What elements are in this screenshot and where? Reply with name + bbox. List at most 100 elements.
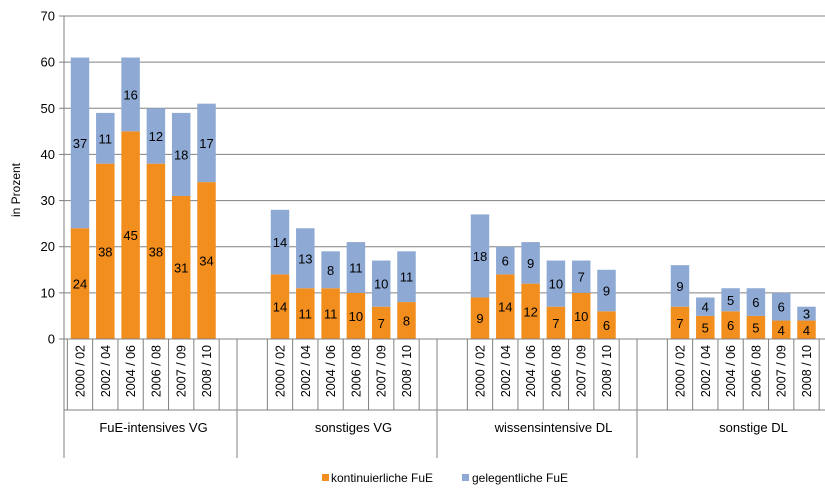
bar-kontinuierliche-fue — [746, 315, 766, 339]
bar-gelegentliche-fue — [696, 297, 715, 316]
data-label-gelegentliche-fue: 17 — [199, 136, 213, 151]
x-category-labels: 2000 / 02 2002 / 04 2004 / 06 2006 / 08 2007… — [74, 345, 815, 397]
data-label-kontinuierliche-fue: 24 — [73, 277, 87, 292]
data-label-gelegentliche-fue: 8 — [327, 263, 334, 278]
bar-gelegentliche-fue — [171, 112, 191, 196]
bar-kontinuierliche-fue — [571, 292, 591, 339]
x-category-label: 2006 / 08 — [149, 345, 163, 397]
data-label-kontinuierliche-fue: 5 — [702, 320, 709, 335]
x-category-label: 2006 / 08 — [549, 345, 563, 397]
bar-kontinuierliche-fue — [546, 306, 566, 339]
y-tick-label: 40 — [41, 147, 55, 162]
bar-kontinuierliche-fue — [321, 288, 340, 339]
data-label-gelegentliche-fue: 9 — [527, 256, 534, 271]
bar-gelegentliche-fue — [296, 228, 315, 289]
data-label-kontinuierliche-fue: 38 — [98, 244, 112, 259]
bar-kontinuierliche-fue — [70, 228, 90, 339]
bar-kontinuierliche-fue — [521, 283, 540, 339]
x-category-label: 2007 / 09 — [575, 345, 589, 397]
data-label-kontinuierliche-fue: 31 — [174, 260, 188, 275]
y-tick-label: 50 — [41, 101, 55, 116]
bar-gelegentliche-fue — [321, 251, 340, 289]
x-category-label: 2000 / 02 — [474, 345, 488, 397]
y-tick-labels: 0 10 20 30 40 50 60 70 — [41, 9, 55, 347]
data-label-gelegentliche-fue: 6 — [778, 300, 785, 315]
data-label-gelegentliche-fue: 13 — [298, 251, 312, 266]
data-label-gelegentliche-fue: 10 — [549, 277, 563, 292]
data-label-gelegentliche-fue: 11 — [400, 270, 414, 285]
x-category-label: 2007 / 09 — [775, 345, 789, 397]
x-category-label: 2004 / 06 — [724, 345, 738, 397]
bar-kontinuierliche-fue — [296, 288, 315, 339]
bar-gelegentliche-fue — [270, 209, 290, 275]
data-label-gelegentliche-fue: 11 — [349, 260, 363, 275]
data-label-gelegentliche-fue: 18 — [473, 249, 487, 264]
bar-gelegentliche-fue — [797, 306, 816, 321]
bars — [70, 57, 816, 339]
x-group-labels: FuE-intensives VG sonstiges VG wissensinte… — [99, 420, 788, 435]
data-label-kontinuierliche-fue: 10 — [574, 309, 588, 324]
x-category-label: 2000 / 02 — [674, 345, 688, 397]
x-group-label: sonstige DL — [719, 420, 788, 435]
data-label-kontinuierliche-fue: 38 — [149, 244, 163, 259]
data-label-kontinuierliche-fue: 14 — [273, 300, 287, 315]
x-group-label: wissensintensive DL — [494, 420, 613, 435]
data-label-kontinuierliche-fue: 5 — [752, 320, 759, 335]
bar-gelegentliche-fue — [746, 288, 766, 316]
bar-gelegentliche-fue — [470, 214, 490, 298]
bar-gelegentliche-fue — [546, 260, 566, 307]
legend-swatch-kontinuierliche-fue — [322, 474, 329, 481]
data-label-kontinuierliche-fue: 7 — [552, 316, 559, 331]
bar-kontinuierliche-fue — [771, 320, 791, 339]
data-label-gelegentliche-fue: 6 — [502, 254, 509, 269]
bar-gelegentliche-fue — [670, 265, 690, 307]
bar-kontinuierliche-fue — [470, 297, 490, 339]
bar-gelegentliche-fue — [96, 112, 115, 164]
data-label-gelegentliche-fue: 7 — [578, 270, 585, 285]
bar-gelegentliche-fue — [571, 260, 591, 293]
y-tick-label: 10 — [41, 285, 55, 300]
data-label-kontinuierliche-fue: 10 — [349, 309, 363, 324]
legend-swatch-gelegentliche-fue — [462, 474, 469, 481]
data-label-gelegentliche-fue: 12 — [149, 129, 163, 144]
data-label-gelegentliche-fue: 4 — [702, 300, 709, 315]
bar-gelegentliche-fue — [397, 251, 416, 303]
bar-kontinuierliche-fue — [270, 274, 290, 339]
axes — [59, 15, 825, 458]
data-label-gelegentliche-fue: 5 — [727, 293, 734, 308]
bar-kontinuierliche-fue — [670, 306, 690, 339]
bar-kontinuierliche-fue — [371, 306, 391, 339]
x-category-label: 2006 / 08 — [349, 345, 363, 397]
bar-kontinuierliche-fue — [146, 163, 166, 339]
bar-gelegentliche-fue — [496, 246, 515, 275]
data-label-kontinuierliche-fue: 8 — [403, 314, 410, 329]
x-category-label: 2002 / 04 — [499, 345, 513, 397]
data-label-gelegentliche-fue: 37 — [73, 136, 87, 151]
y-tick-label: 0 — [48, 332, 55, 347]
data-label-gelegentliche-fue: 3 — [803, 307, 810, 322]
x-category-label: 2004 / 06 — [324, 345, 338, 397]
x-category-label: 2008 / 10 — [800, 345, 814, 397]
x-group-label: sonstiges VG — [315, 420, 392, 435]
data-label-kontinuierliche-fue: 45 — [123, 228, 137, 243]
data-label-kontinuierliche-fue: 6 — [727, 318, 734, 333]
data-label-gelegentliche-fue: 9 — [676, 279, 683, 294]
x-category-label: 2004 / 06 — [124, 345, 138, 397]
data-label-gelegentliche-fue: 16 — [123, 87, 137, 102]
data-label-gelegentliche-fue: 18 — [174, 147, 188, 162]
x-category-label: 2008 / 10 — [600, 345, 614, 397]
y-tick-label: 20 — [41, 239, 55, 254]
bar-gelegentliche-fue — [346, 242, 366, 293]
bar-kontinuierliche-fue — [721, 311, 740, 339]
data-label-kontinuierliche-fue: 7 — [378, 316, 385, 331]
bar-gelegentliche-fue — [146, 108, 166, 164]
bar-gelegentliche-fue — [70, 57, 90, 229]
data-label-gelegentliche-fue: 6 — [752, 295, 759, 310]
x-category-label: 2006 / 08 — [749, 345, 763, 397]
data-label-kontinuierliche-fue: 4 — [803, 323, 810, 338]
data-label-kontinuierliche-fue: 14 — [498, 300, 512, 315]
bar-kontinuierliche-fue — [121, 131, 140, 339]
x-category-label: 2004 / 06 — [524, 345, 538, 397]
bar-gelegentliche-fue — [197, 103, 216, 183]
